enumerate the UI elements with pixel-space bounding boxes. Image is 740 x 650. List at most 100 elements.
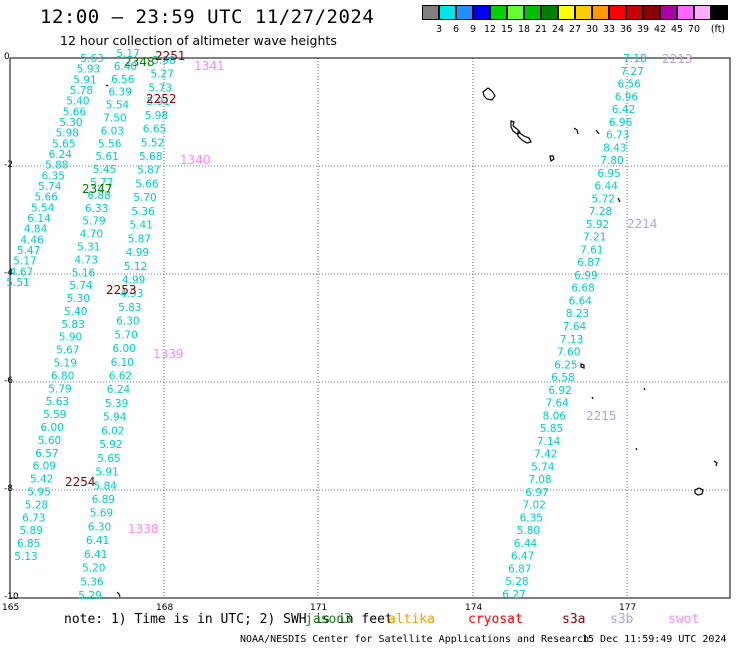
wave-height-value: 6.85 — [17, 538, 40, 550]
wave-height-value: 5.84 — [94, 480, 118, 492]
legend-label: 39 — [636, 24, 650, 35]
island-shape — [617, 197, 621, 203]
wave-height-value: 6.41 — [86, 535, 109, 547]
island-shape — [517, 130, 532, 144]
wave-height-value: 6.97 — [525, 487, 548, 499]
wave-height-value: 5.98 — [56, 128, 79, 140]
legend-swatch-13 — [643, 5, 660, 20]
wave-height-value: 6.87 — [508, 564, 531, 576]
wave-height-value: 5.65 — [52, 138, 75, 150]
legend-label: 27 — [568, 24, 582, 35]
wave-height-value: 5.36 — [80, 576, 104, 588]
wave-height-value: 5.17 — [116, 48, 139, 60]
wave-height-value: 5.16 — [72, 267, 96, 279]
x-tick-label: 168 — [156, 603, 174, 613]
wave-height-value: 6.58 — [551, 372, 574, 384]
satellite-jason3: jason3 — [305, 612, 352, 627]
wave-height-value: 6.56 — [111, 74, 135, 86]
wave-height-value: 6.92 — [548, 385, 571, 397]
island-shape — [482, 87, 496, 101]
wave-height-value: 6.42 — [612, 104, 635, 116]
wave-height-value: 6.39 — [109, 87, 132, 99]
y-tick-label: -4 — [4, 268, 13, 278]
map-frame — [9, 57, 731, 599]
legend-label: 24 — [551, 24, 565, 35]
wave-height-value: 4.67 — [10, 266, 33, 278]
wave-height-value: 5.92 — [586, 219, 609, 231]
legend-label: 9 — [469, 24, 477, 35]
satellite-cryosat: cryosat — [468, 612, 523, 627]
wave-height-value: 5.73 — [149, 82, 172, 94]
wave-height-value: 5.59 — [43, 409, 66, 421]
pass-time-label: 1339 — [153, 347, 184, 361]
wave-height-value: 6.25 — [554, 359, 577, 371]
legend-label: 6 — [452, 24, 460, 35]
wave-height-value: 5.80 — [517, 525, 540, 537]
wave-height-value: 5.68 — [139, 151, 162, 163]
island-shape — [116, 591, 121, 598]
wave-height-value: 5.28 — [25, 499, 48, 511]
legend-swatch-14 — [660, 5, 677, 20]
y-tick-label: -2 — [4, 160, 13, 170]
legend-swatch-10 — [592, 5, 609, 20]
satellite-s3b: s3b — [610, 612, 634, 627]
legend-swatch-0 — [422, 5, 439, 20]
legend-swatch-6 — [524, 5, 541, 20]
pass-time-label: 2215 — [586, 409, 617, 423]
page-title: 12:00 — 23:59 UTC 11/27/2024 — [40, 6, 375, 28]
wave-height-value: 4.73 — [75, 254, 98, 266]
legend-label: 45 — [670, 24, 684, 35]
generated-timestamp: 15 Dec 11:59:49 UTC 2024 — [582, 634, 727, 645]
wave-height-value: 6.65 — [143, 124, 166, 136]
legend-swatch-7 — [541, 5, 558, 20]
wave-height-value: 7.14 — [537, 436, 561, 448]
wave-height-value: 5.78 — [70, 85, 93, 97]
wave-height-value: 4.99 — [122, 275, 145, 287]
pass-time-label: 1338 — [128, 522, 159, 536]
wave-height-value: 6.24 — [107, 384, 131, 396]
wave-height-value: 7.64 — [546, 398, 570, 410]
legend-unit: (ft) — [710, 24, 726, 35]
wave-height-value: 7.80 — [600, 155, 623, 167]
legend-swatch-16 — [694, 5, 711, 20]
wave-height-value: 5.91 — [147, 96, 170, 108]
wave-height-value: 6.80 — [51, 370, 74, 382]
legend-swatch-11 — [609, 5, 626, 20]
island-shape — [694, 487, 704, 496]
legend-swatch-3 — [473, 5, 490, 20]
wave-height-value: 5.66 — [35, 192, 59, 204]
wave-height-value: 7.61 — [580, 244, 603, 256]
wave-height-value: 6.27 — [502, 589, 525, 601]
wave-height-value: 5.17 — [13, 256, 36, 268]
pass-time-label: 2348 — [124, 55, 155, 69]
wave-height-value: 5.67 — [56, 345, 79, 357]
wave-height-value: 6.57 — [35, 448, 58, 460]
wave-height-value: 6.44 — [514, 538, 538, 550]
x-tick-label: 174 — [465, 603, 483, 613]
pass-time-label: 2252 — [146, 92, 177, 106]
wave-height-value: 5.92 — [99, 439, 122, 451]
wave-height-value: 8.23 — [566, 308, 589, 320]
wave-height-value: 6.00 — [41, 422, 64, 434]
wave-height-value: 4.99 — [126, 247, 149, 259]
island-shape — [549, 155, 555, 162]
pass-time-label: 2253 — [106, 283, 137, 297]
wave-height-value: 5.65 — [97, 453, 120, 465]
legend-label: 15 — [500, 24, 514, 35]
wave-height-value: 6.41 — [84, 549, 107, 561]
wave-height-value: 5.27 — [150, 69, 173, 81]
legend-swatch-5 — [507, 5, 524, 20]
island-shape — [595, 129, 600, 135]
legend-swatch-2 — [456, 5, 473, 20]
wave-height-value: 5.77 — [90, 177, 113, 189]
wave-height-value: 5.70 — [133, 192, 156, 204]
wave-height-value: 5.52 — [141, 137, 164, 149]
graticule — [10, 58, 730, 598]
wave-height-value: 4.84 — [24, 224, 48, 236]
legend-swatch-12 — [626, 5, 643, 20]
legend-label: 3 — [435, 24, 443, 35]
wave-height-value: 5.79 — [82, 216, 105, 228]
wave-height-value: 4.70 — [80, 229, 103, 241]
